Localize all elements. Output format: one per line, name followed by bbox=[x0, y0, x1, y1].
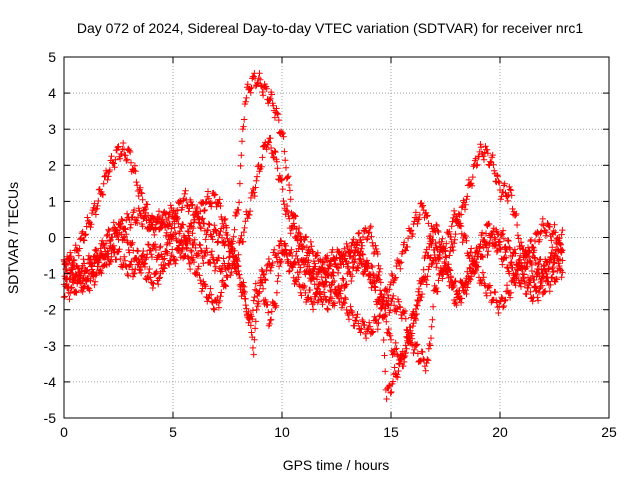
x-tick-label: 15 bbox=[383, 424, 399, 440]
grid-lines bbox=[64, 57, 609, 418]
x-tick-label: 20 bbox=[492, 424, 508, 440]
y-tick-label: 5 bbox=[48, 49, 56, 65]
x-tick-label: 25 bbox=[601, 424, 617, 440]
y-tick-label: 0 bbox=[48, 230, 56, 246]
x-tick-label: 10 bbox=[274, 424, 290, 440]
data-points bbox=[60, 70, 566, 403]
y-tick-label: 4 bbox=[48, 85, 56, 101]
y-axis-label: SDTVAR / TECUs bbox=[5, 182, 21, 294]
y-tick-label: -3 bbox=[44, 338, 57, 354]
y-tick-label: -4 bbox=[44, 374, 57, 390]
x-tick-label: 0 bbox=[60, 424, 68, 440]
y-tick-label: 2 bbox=[48, 157, 56, 173]
chart-title: Day 072 of 2024, Sidereal Day-to-day VTE… bbox=[77, 20, 583, 36]
y-tick-label: -1 bbox=[44, 266, 57, 282]
y-tick-label: 3 bbox=[48, 121, 56, 137]
x-tick-label: 5 bbox=[169, 424, 177, 440]
y-tick-label: 1 bbox=[48, 193, 56, 209]
y-tick-label: -2 bbox=[44, 302, 57, 318]
x-axis-label: GPS time / hours bbox=[283, 457, 390, 473]
y-tick-label: -5 bbox=[44, 410, 57, 426]
